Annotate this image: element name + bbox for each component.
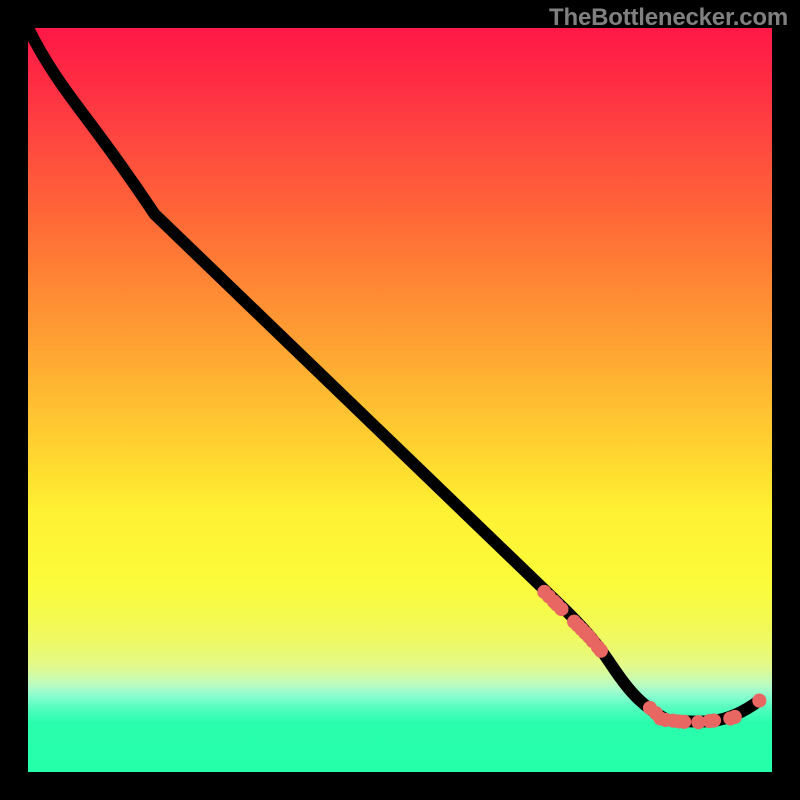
markers [537, 585, 766, 729]
marker-point [594, 644, 608, 658]
marker-point [752, 694, 766, 708]
watermark-text: TheBottlenecker.com [549, 4, 788, 32]
plot-svg [28, 28, 772, 772]
chart-container: TheBottlenecker.com [0, 0, 800, 800]
marker-point [677, 715, 691, 729]
marker-point [728, 710, 742, 724]
plot-area [28, 28, 772, 772]
marker-point [554, 602, 568, 616]
curve-line [28, 28, 759, 722]
marker-point [707, 713, 721, 727]
